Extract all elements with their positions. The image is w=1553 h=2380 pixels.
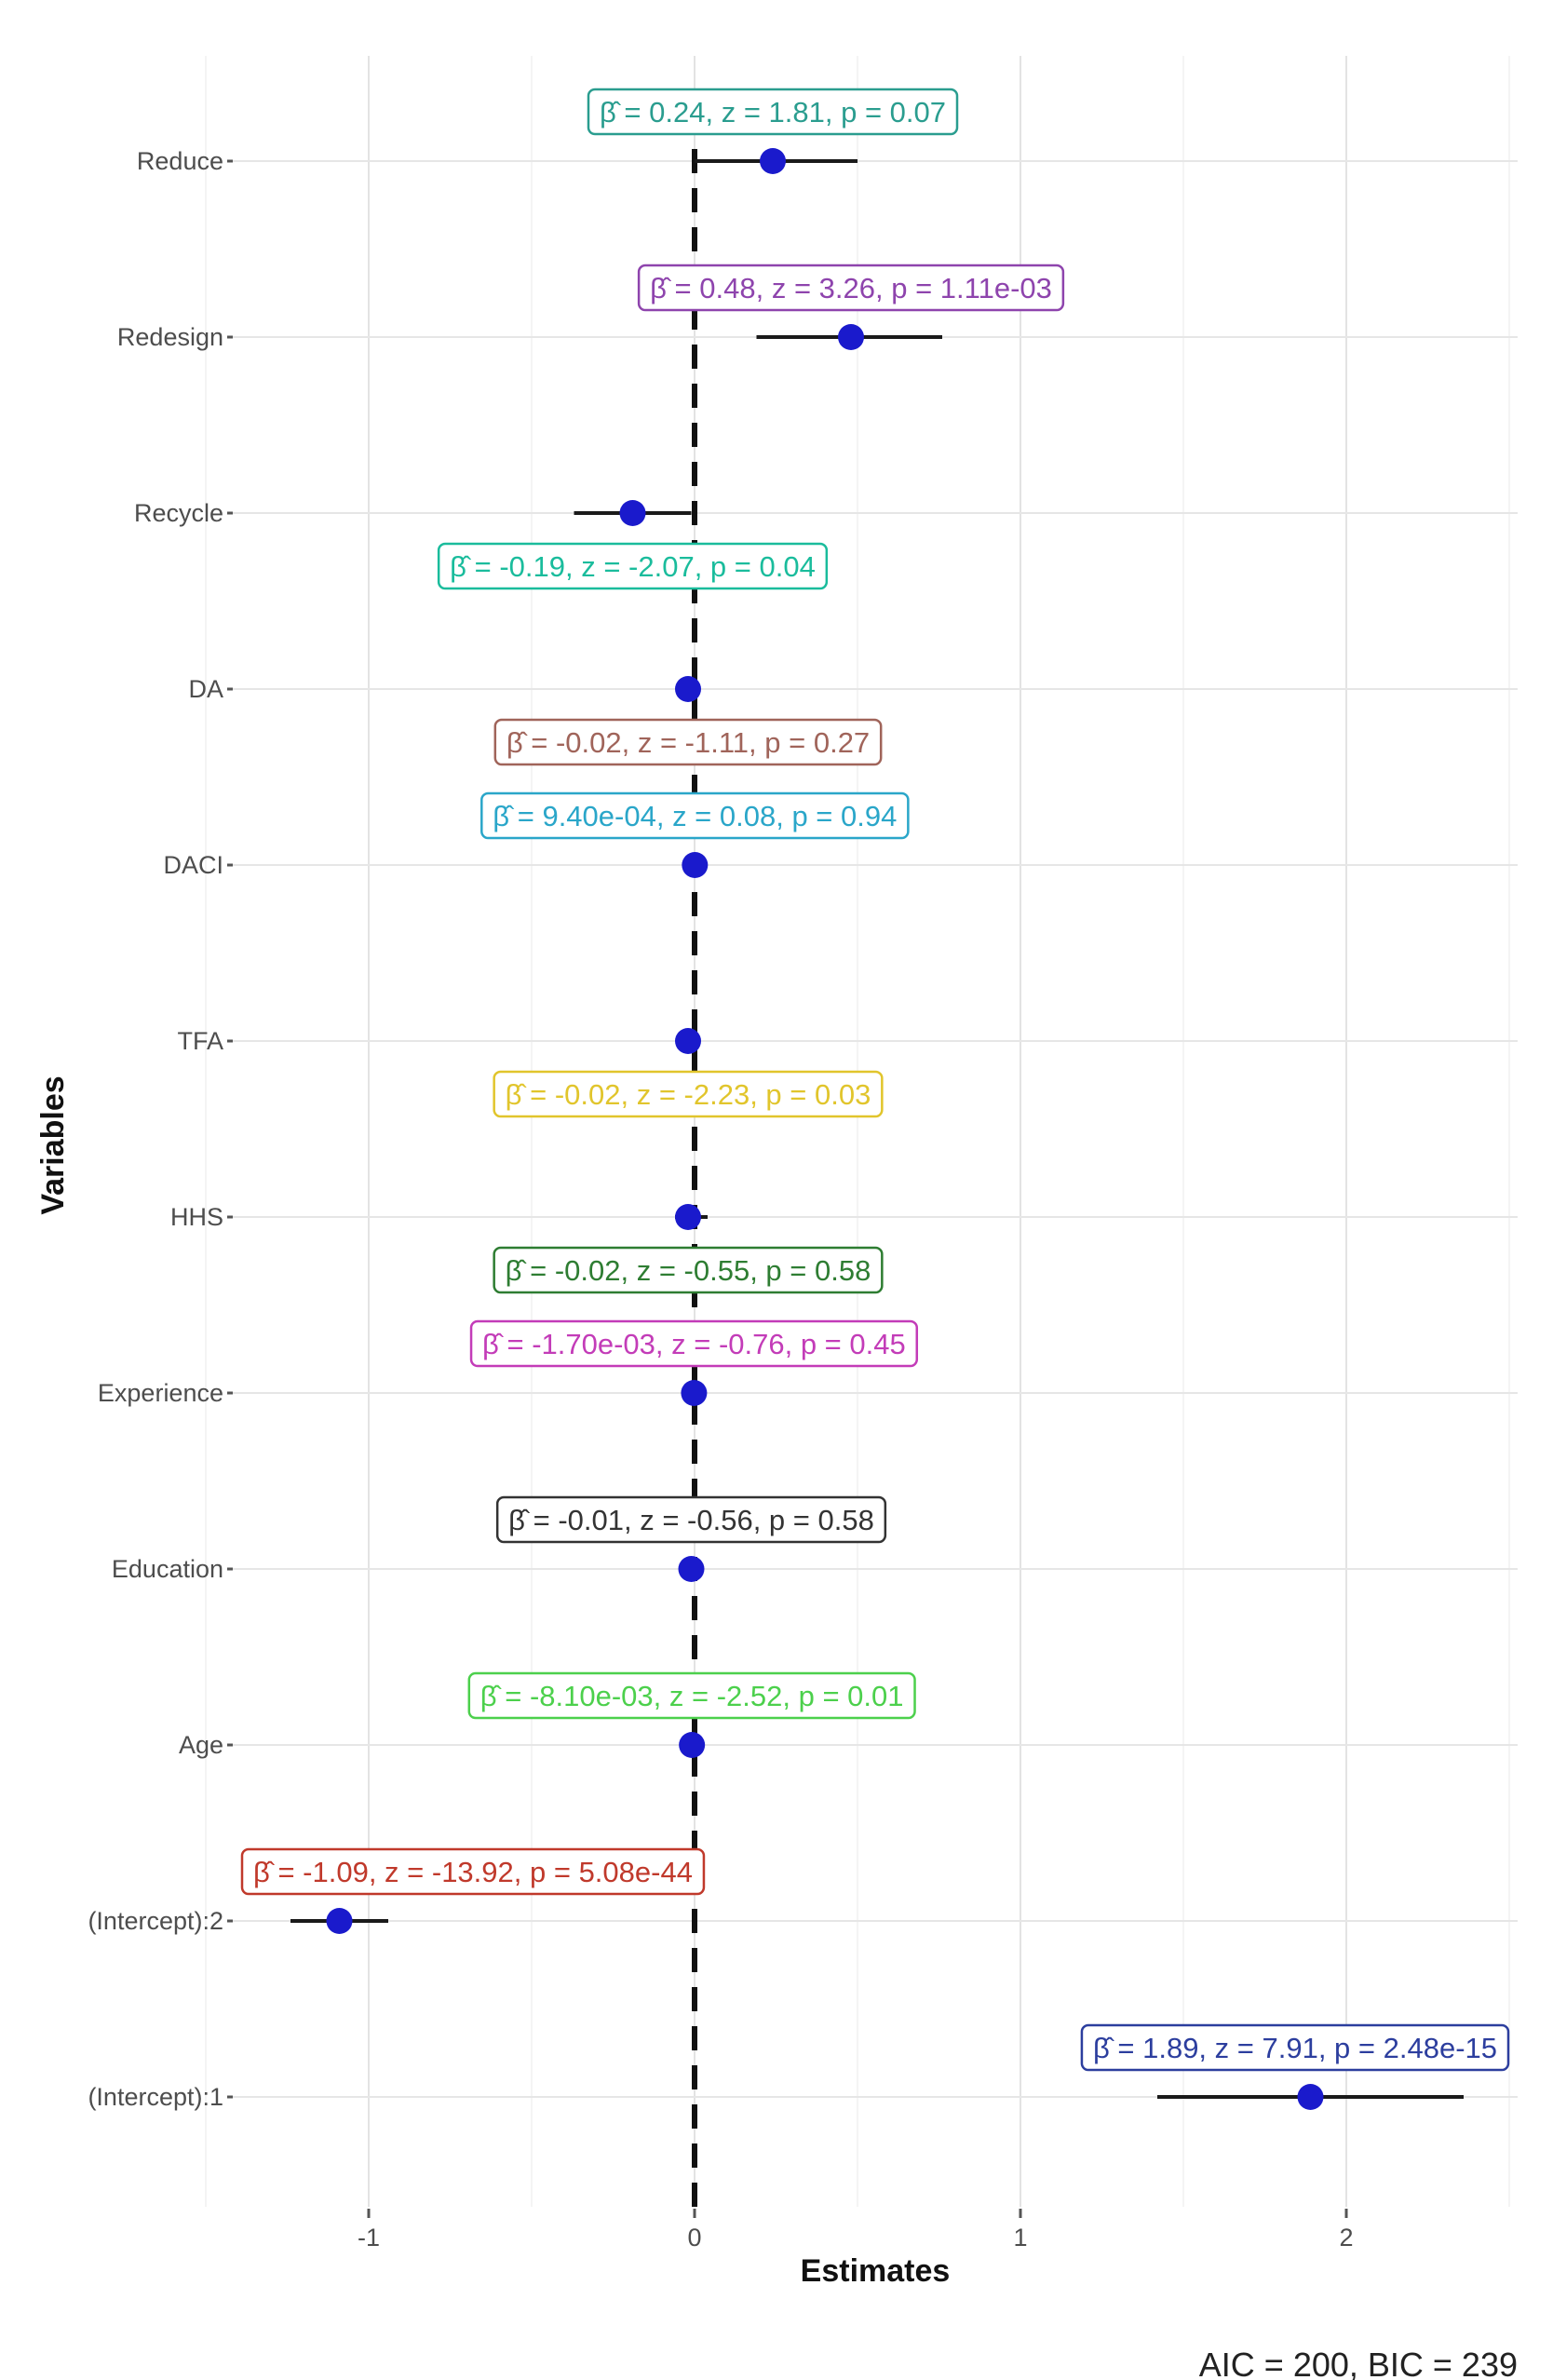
coefficient-label-box	[467, 1671, 916, 1720]
coefficient-label-box	[637, 264, 1065, 312]
y-tick-label: Age	[179, 1731, 223, 1759]
coefficient-label-text: β̂ = -1.70e-03, z = -0.76, p = 0.45	[482, 1328, 906, 1360]
coefficient-label: β̂ = 1.89, z = 7.91, p = 2.48e-15	[1080, 2023, 1510, 2072]
coefficient-label-box	[493, 1070, 884, 1118]
x-tick-label: -1	[358, 2224, 380, 2252]
estimate-point	[675, 1204, 701, 1230]
coefficient-label-box	[493, 1246, 884, 1294]
coefficient-labels: β̂ = 0.24, z = 1.81, p = 0.07 β̂ = 0.48, …	[240, 88, 1510, 2072]
y-tick-label: Redesign	[117, 323, 223, 351]
x-tick-label: 2	[1339, 2224, 1353, 2252]
coefficient-label-text: β̂ = -0.02, z = -1.11, p = 0.27	[506, 726, 870, 759]
coefficient-label: β̂ = -8.10e-03, z = -2.52, p = 0.01	[467, 1671, 916, 1720]
coefficient-label-box	[495, 1495, 887, 1544]
x-tick-label: 0	[687, 2224, 701, 2252]
y-tick-label: Reduce	[137, 147, 223, 175]
coefficient-label-text: β̂ = 0.48, z = 3.26, p = 1.11e-03	[650, 272, 1052, 304]
y-axis-title: Variables	[35, 1075, 71, 1214]
coefficient-label: β̂ = -0.01, z = -0.56, p = 0.58	[495, 1495, 887, 1544]
coefficient-label-text: β̂ = -0.02, z = -0.55, p = 0.58	[506, 1254, 871, 1287]
y-tick-label: HHS	[170, 1203, 223, 1231]
coefficient-label-box	[480, 791, 910, 840]
y-tick-label: DA	[188, 675, 223, 703]
y-tick-label: TFA	[177, 1027, 223, 1055]
coefficient-label-box	[493, 718, 883, 766]
estimate-point	[619, 500, 646, 526]
estimate-point	[679, 1732, 706, 1758]
estimate-point	[760, 148, 786, 174]
coefficient-label-text: β̂ = 1.89, z = 7.91, p = 2.48e-15	[1093, 2032, 1497, 2064]
x-axis-title: Estimates	[801, 2253, 951, 2289]
estimate-point	[678, 1556, 705, 1582]
coefficient-label: β̂ = 0.48, z = 3.26, p = 1.11e-03	[637, 264, 1065, 312]
coefficient-label: β̂ = -1.70e-03, z = -0.76, p = 0.45	[469, 1319, 919, 1368]
coefficient-marks	[290, 148, 1464, 2110]
estimate-point	[1297, 2084, 1324, 2110]
coefficient-label: β̂ = 9.40e-04, z = 0.08, p = 0.94	[480, 791, 910, 840]
grid-lines	[205, 56, 1518, 2207]
y-axis-categories: Reduce Redesign Recycle DA DACI TFA HHS Experie…	[88, 147, 233, 2111]
estimate-point	[675, 676, 701, 702]
estimate-point	[326, 1908, 353, 1934]
coefficient-label-box	[437, 542, 829, 590]
coefficient-label-text: β̂ = -1.09, z = -13.92, p = 5.08e-44	[253, 1856, 693, 1888]
coefficient-label: β̂ = 0.24, z = 1.81, p = 0.07	[587, 88, 959, 136]
model-fit-footer: AIC = 200, BIC = 239	[1199, 2346, 1518, 2380]
coefficient-label-box	[1080, 2023, 1510, 2072]
coefficient-label: β̂ = -0.02, z = -1.11, p = 0.27	[493, 718, 883, 766]
coefficient-label-text: β̂ = 0.24, z = 1.81, p = 0.07	[600, 96, 946, 128]
estimate-point	[675, 1028, 701, 1054]
coefficient-label: β̂ = -1.09, z = -13.92, p = 5.08e-44	[240, 1847, 706, 1896]
coefficient-label-text: β̂ = -8.10e-03, z = -2.52, p = 0.01	[480, 1680, 904, 1712]
coefficient-label-text: β̂ = 9.40e-04, z = 0.08, p = 0.94	[493, 800, 897, 832]
coefficient-label: β̂ = -0.02, z = -0.55, p = 0.58	[493, 1246, 884, 1294]
y-tick-label: Experience	[98, 1379, 223, 1407]
coefficient-label: β̂ = -0.02, z = -2.23, p = 0.03	[493, 1070, 884, 1118]
x-axis-ticks: -1 0 1 2	[358, 2209, 1354, 2252]
coefficient-label-box	[587, 88, 959, 136]
coefficient-label-box	[240, 1847, 706, 1896]
y-tick-label: (Intercept):2	[88, 1907, 223, 1935]
coefficient-label-text: β̂ = -0.01, z = -0.56, p = 0.58	[508, 1504, 874, 1536]
y-tick-label: (Intercept):1	[88, 2083, 223, 2111]
y-tick-label: Recycle	[134, 499, 223, 527]
estimate-point	[681, 1380, 708, 1406]
y-tick-label: DACI	[163, 851, 223, 879]
coefficient-label-text: β̂ = -0.02, z = -2.23, p = 0.03	[506, 1078, 871, 1111]
estimate-point	[682, 852, 709, 878]
coefficient-label-box	[469, 1319, 919, 1368]
coefficient-label-text: β̂ = -0.19, z = -2.07, p = 0.04	[450, 550, 816, 583]
x-tick-label: 1	[1013, 2224, 1027, 2252]
y-tick-label: Education	[112, 1555, 223, 1583]
coefficient-label: β̂ = -0.19, z = -2.07, p = 0.04	[437, 542, 829, 590]
estimate-point	[838, 324, 864, 350]
